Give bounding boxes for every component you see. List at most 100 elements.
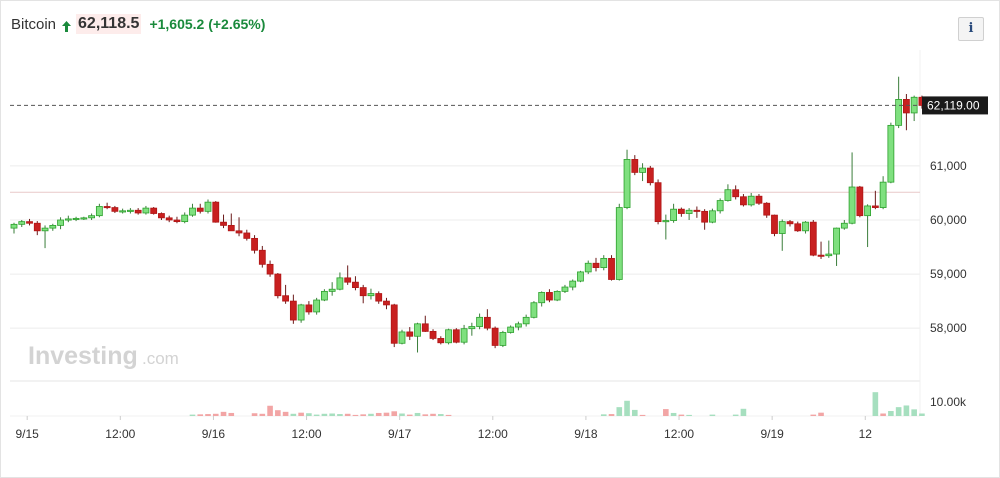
candle-body [127, 209, 134, 212]
candle-down [274, 272, 282, 299]
candle-up [95, 203, 103, 218]
candle-up [398, 329, 406, 345]
volume-bar [298, 412, 304, 416]
volume-bar [600, 414, 607, 416]
volume-bar [329, 413, 335, 416]
candle-up [530, 301, 538, 319]
candle-body [243, 232, 251, 239]
candle-body [670, 208, 677, 221]
candle-down [452, 328, 460, 344]
candle-body [33, 222, 41, 232]
candle-down [150, 207, 158, 215]
candle-up [445, 328, 452, 345]
candle-up [72, 216, 80, 222]
investing-watermark: Investing .com [28, 342, 179, 370]
volume-bar [888, 411, 894, 416]
candle-down [437, 336, 445, 345]
candle-body [709, 210, 716, 223]
candle-body [359, 287, 367, 297]
candle-body [615, 207, 623, 280]
candle-body [483, 316, 491, 329]
candle-body [677, 208, 685, 214]
volume-bar [344, 413, 351, 416]
volume-bar [275, 410, 281, 416]
candle-up [716, 198, 724, 214]
candle-down [763, 202, 771, 218]
candle-body [212, 201, 220, 223]
candle-body [452, 329, 460, 343]
volume-bar [430, 413, 436, 416]
volume-bar [624, 400, 630, 416]
candle-down [212, 201, 220, 223]
volume-bar [212, 413, 219, 416]
candle-body [592, 262, 600, 268]
x-tick-label: 9/16 [202, 427, 226, 441]
candle-body [778, 221, 786, 234]
candle-body [546, 292, 553, 301]
x-tick-label: 12:00 [292, 427, 322, 441]
candle-body [716, 200, 724, 212]
candle-body [165, 217, 173, 221]
candle-down [134, 208, 142, 215]
candle-body [375, 293, 383, 302]
candle-body [747, 195, 755, 206]
candles [10, 76, 926, 353]
volume-bar [678, 414, 685, 416]
candle-up [18, 220, 26, 228]
candle-down [755, 194, 763, 205]
candle-body [724, 189, 732, 201]
candle-down [227, 213, 235, 232]
y-axis: 58,000 59,000 60,000 61,000 10.00k [930, 159, 967, 409]
candle-down [344, 265, 352, 285]
volume-bar [632, 409, 638, 416]
candle-up [553, 290, 561, 302]
candle-body [895, 99, 903, 126]
candle-down [243, 229, 251, 241]
candle-body [111, 207, 119, 212]
candle-up [600, 255, 608, 271]
volume-bar [383, 412, 390, 416]
candle-up [88, 213, 95, 220]
candle-down [546, 289, 553, 303]
candle-up [778, 219, 786, 251]
watermark-brand: Investing [28, 342, 138, 370]
volume-bar [445, 414, 452, 416]
candle-up [848, 152, 856, 225]
candle-down [158, 212, 165, 220]
volume-bar [919, 413, 925, 416]
candle-body [72, 217, 80, 220]
volume-bar [670, 412, 677, 416]
candle-body [189, 207, 196, 216]
last-price: 62,118.5 [76, 14, 142, 34]
candle-up [181, 212, 189, 224]
candle-body [879, 181, 887, 208]
candle-body [903, 99, 910, 114]
volume-bar [259, 413, 266, 416]
candle-body [817, 254, 825, 257]
candle-body [600, 257, 608, 268]
candle-body [701, 210, 709, 223]
candle-body [608, 257, 615, 280]
volume-bar [251, 413, 258, 416]
candle-down [282, 284, 290, 304]
candle-body [693, 209, 701, 212]
volume-bar [616, 407, 623, 416]
candle-body [150, 207, 158, 214]
candle-up [127, 208, 134, 214]
candle-body [740, 196, 747, 206]
candle-down [165, 215, 173, 223]
candle-body [646, 167, 654, 184]
candle-down [871, 190, 879, 210]
candle-up [895, 76, 903, 129]
candle-body [499, 332, 507, 346]
candle-body [204, 201, 212, 212]
candle-up [840, 220, 848, 230]
candle-body [553, 290, 561, 301]
info-button[interactable]: i [958, 17, 984, 41]
x-tick-label: 9/19 [760, 427, 784, 441]
candle-body [41, 227, 49, 232]
volume-bar [220, 411, 227, 416]
volume-bar [686, 414, 692, 416]
candle-up [833, 227, 840, 266]
